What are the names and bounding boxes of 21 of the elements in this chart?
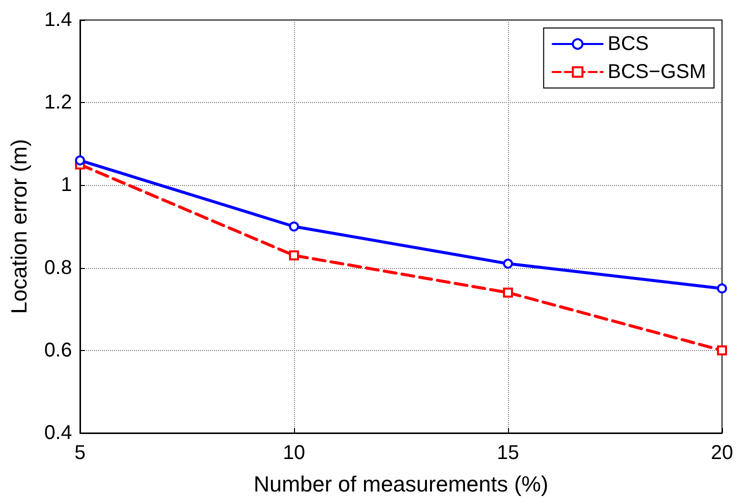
y-axis-title: Location error (m) <box>6 139 32 314</box>
y-tick-label: 1.2 <box>44 92 72 114</box>
legend-label: BCS <box>608 33 649 55</box>
x-axis-title: Number of measurements (%) <box>254 472 548 496</box>
point <box>289 222 299 232</box>
y-tick-label: 1.4 <box>44 9 72 31</box>
y-tick-label: 0.8 <box>44 256 72 279</box>
x-tick-label: 10 <box>282 442 306 464</box>
x-tick-label: 20 <box>710 442 734 464</box>
y-tick-label: 0.6 <box>44 339 72 362</box>
point <box>75 155 85 166</box>
point <box>503 288 513 298</box>
point <box>503 258 513 269</box>
legend-label: BCS−GSM <box>608 61 706 83</box>
y-tick-label: 0.4 <box>44 422 72 444</box>
x-tick-label: 15 <box>496 442 520 464</box>
point <box>289 250 299 260</box>
point <box>717 345 727 356</box>
y-tick-label: 1 <box>60 174 72 196</box>
point <box>717 283 727 294</box>
x-tick-label: 5 <box>74 442 86 464</box>
